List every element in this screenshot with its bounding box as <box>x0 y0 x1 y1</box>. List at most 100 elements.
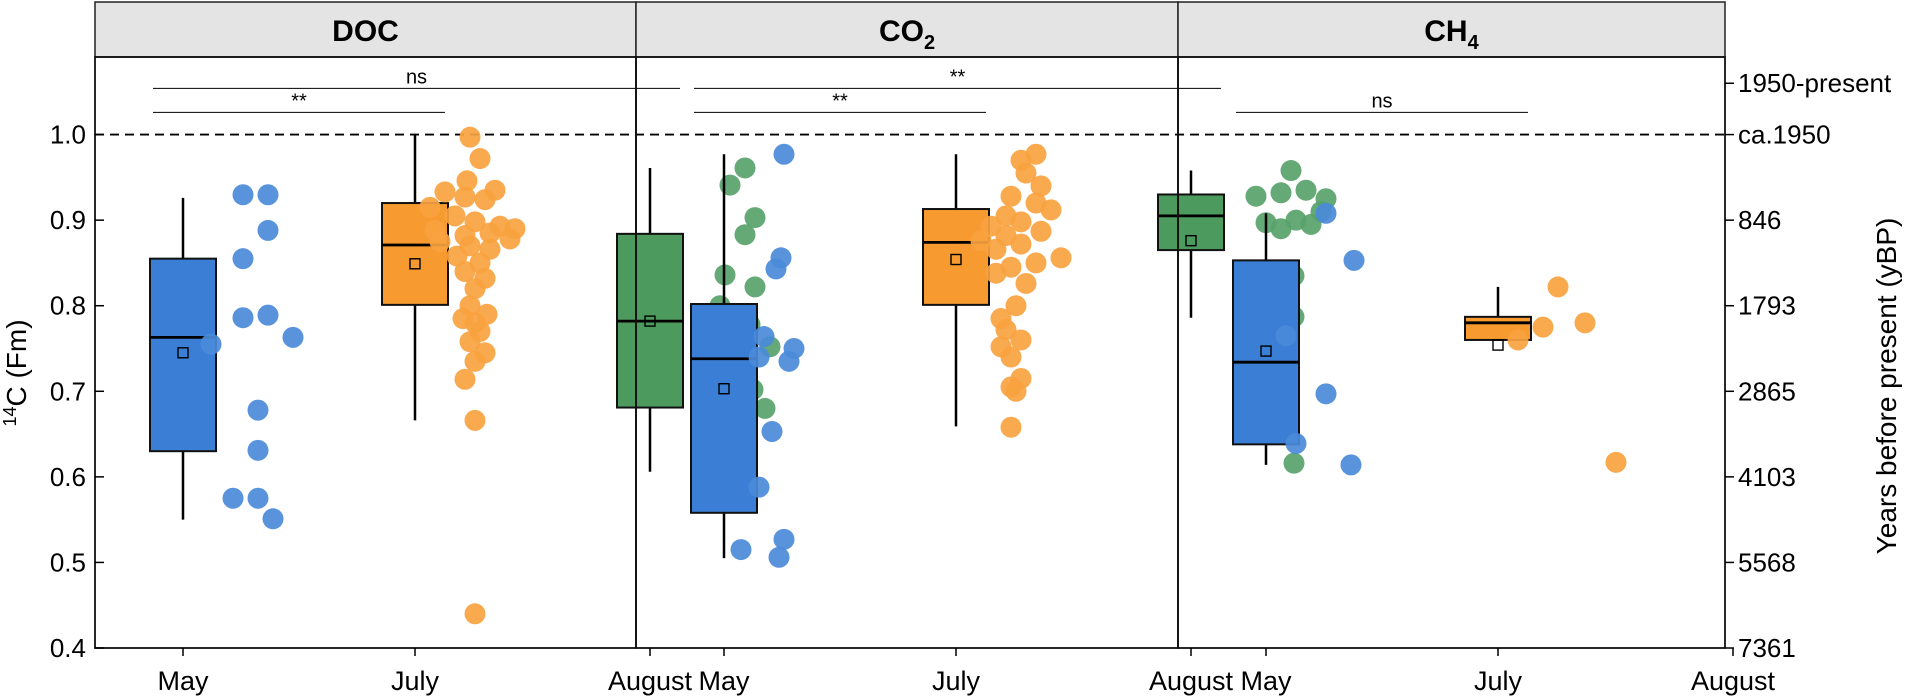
panel-header-bg <box>1177 1 1726 58</box>
data-point <box>200 333 222 355</box>
data-point <box>1025 252 1047 274</box>
x-tick-label: August <box>1149 666 1234 696</box>
group-may <box>1232 202 1365 476</box>
data-point <box>765 258 787 280</box>
data-point <box>459 331 481 353</box>
data-point <box>257 219 279 241</box>
group-july <box>1464 276 1627 473</box>
data-point <box>748 476 770 498</box>
data-point <box>1000 416 1022 438</box>
data-point <box>1040 199 1062 221</box>
data-point <box>1507 329 1529 351</box>
box-iqr <box>381 202 449 306</box>
y2-tick-label: 5568 <box>1738 547 1796 577</box>
y-tick-label: 0.4 <box>50 633 86 663</box>
data-point <box>464 409 486 431</box>
data-point <box>232 248 254 270</box>
y2-tick-label: 1950-present <box>1738 68 1892 98</box>
y2-axis-label: Years before present (yBP) <box>1871 218 1902 555</box>
panel-title: CO2 <box>879 15 935 54</box>
x-tick-label: May <box>157 666 209 696</box>
x-tick-label: August <box>608 666 693 696</box>
data-point <box>773 528 795 550</box>
panel-header-bg <box>635 1 1179 58</box>
data-point <box>1270 182 1292 204</box>
y-tick-label: 0.7 <box>50 376 86 406</box>
data-point <box>748 346 770 368</box>
y-tick-label: 0.8 <box>50 291 86 321</box>
y2-tick-label: 2865 <box>1738 376 1796 406</box>
significance-label: ** <box>950 66 966 88</box>
data-point <box>1015 162 1037 184</box>
data-point <box>232 307 254 329</box>
data-point <box>1283 452 1305 474</box>
data-point <box>459 126 481 148</box>
mean-marker <box>1492 339 1504 351</box>
data-point <box>444 205 466 227</box>
data-point <box>434 181 456 203</box>
box-iqr <box>1157 193 1225 252</box>
data-point <box>1300 213 1322 235</box>
panel-title-main: CH <box>1424 15 1467 48</box>
data-point <box>1280 160 1302 182</box>
x-tick-label: May <box>1240 666 1292 696</box>
x-tick-label: May <box>698 666 750 696</box>
data-point <box>247 399 269 421</box>
data-point <box>456 170 478 192</box>
data-point <box>778 350 800 372</box>
data-point <box>768 546 790 568</box>
box-iqr <box>922 208 990 306</box>
x-tick-label: August <box>1691 666 1776 696</box>
group-august <box>616 157 781 483</box>
data-point <box>446 245 468 267</box>
x-tick-label: July <box>1474 666 1523 696</box>
y-axis-label: 14C (Fm) <box>0 319 32 426</box>
data-point <box>247 439 269 461</box>
panel-title-subscript: 2 <box>924 32 935 54</box>
y2-tick-label: 1793 <box>1738 291 1796 321</box>
data-point <box>1605 451 1627 473</box>
data-point <box>257 184 279 206</box>
data-marks: ns ** ** ** ns <box>149 66 1627 625</box>
data-point <box>499 228 521 250</box>
data-point <box>744 276 766 298</box>
x-tick-label: July <box>932 666 981 696</box>
significance-label: ** <box>291 90 307 112</box>
data-point <box>1270 218 1292 240</box>
mean-marker <box>950 253 962 266</box>
x-tick-label: July <box>391 666 440 696</box>
panel-title-main: CO <box>879 15 924 48</box>
significance-label: ns <box>406 66 427 88</box>
data-point <box>1574 312 1596 334</box>
data-point <box>1030 175 1052 197</box>
data-point <box>730 539 752 561</box>
data-point <box>464 278 486 300</box>
panel-title-subscript: 4 <box>1468 32 1480 54</box>
data-point <box>464 603 486 625</box>
data-point <box>474 189 496 211</box>
data-point <box>464 350 486 372</box>
group-july <box>381 126 526 625</box>
data-point <box>995 319 1017 341</box>
mean-marker <box>1260 345 1272 357</box>
data-point <box>454 260 476 282</box>
data-point <box>1315 202 1337 224</box>
data-point <box>454 186 476 208</box>
mean-marker <box>409 258 421 270</box>
mean-marker <box>177 347 189 359</box>
panel-frame <box>1177 56 1726 649</box>
panel-title: CH4 <box>1424 15 1479 54</box>
panel-title-main: DOC <box>332 15 399 48</box>
data-point <box>1285 432 1307 454</box>
box-iqr <box>149 257 217 453</box>
axes: 0.4 0.5 0.6 0.7 0.8 0.9 1.0 1950-present ca.1950… <box>50 56 1892 696</box>
data-point <box>1340 454 1362 476</box>
data-point <box>1547 276 1569 298</box>
significance-label: ns <box>1371 90 1392 112</box>
mean-marker <box>718 383 730 395</box>
data-point <box>1005 295 1027 317</box>
data-point <box>1295 179 1317 201</box>
data-point <box>1275 325 1297 347</box>
data-point <box>734 224 756 246</box>
